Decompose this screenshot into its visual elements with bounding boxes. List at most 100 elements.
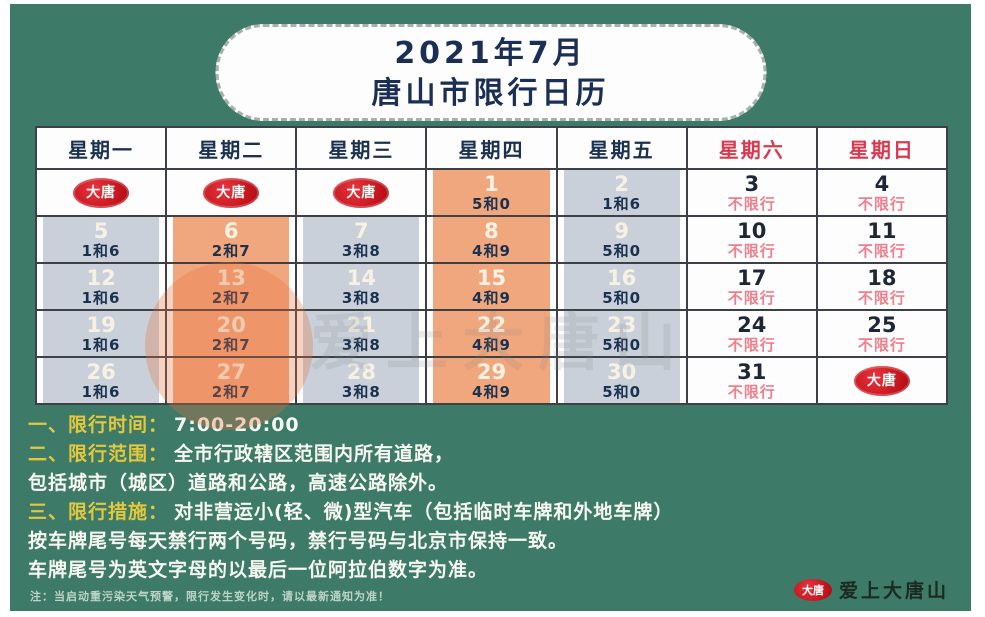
date-cell: 16 5和0 (563, 264, 680, 309)
date-cell: 18 不限行 (818, 264, 946, 309)
date-number: 1 (484, 171, 499, 196)
no-restriction-label: 不限行 (857, 335, 906, 354)
date-cell: 6 2和7 (173, 217, 290, 262)
date-number: 28 (346, 359, 376, 384)
restricted-digits: 3和8 (341, 288, 381, 307)
calendar-cell: 30 5和0 (555, 356, 688, 405)
date-cell: 30 5和0 (563, 358, 680, 403)
calendar-week-row: 5 1和6 6 2和7 7 3和8 8 4和9 9 5和0 10 不限行 11 不限行 (34, 215, 949, 264)
datang-logo-icon: 大唐 (203, 177, 260, 208)
date-cell: 26 1和6 (43, 358, 160, 403)
rule-line: 二、限行范围： 全市行政辖区范围内所有道路， (28, 440, 948, 469)
calendar-cell: 16 5和0 (555, 262, 688, 311)
restricted-digits: 4和9 (472, 382, 511, 401)
calendar-cell: 24 不限行 (685, 309, 818, 358)
date-cell: 1 5和0 (433, 170, 550, 215)
datang-logo-icon: 大唐 (333, 177, 390, 208)
datang-logo-icon: 大唐 (73, 177, 130, 208)
calendar-table: 星期一 星期二 星期三 星期四 星期五 星期六 星期日 大唐 大唐 大唐 1 5和0 2 1和6 3 不限行… (34, 126, 949, 405)
date-number: 16 (607, 265, 637, 290)
date-number: 2 (614, 171, 629, 196)
restricted-digits: 1和6 (81, 241, 121, 260)
calendar-body: 大唐 大唐 大唐 1 5和0 2 1和6 3 不限行 4 不限行 5 1和6 6 2和7 7 3和8 8 4和9 9 5… (34, 168, 949, 405)
restricted-digits: 4和9 (472, 288, 511, 307)
logo-cell: 大唐 (297, 170, 425, 215)
date-cell: 15 4和9 (433, 264, 550, 309)
date-number: 13 (216, 265, 246, 290)
disclaimer-note: 注：当启动重污染天气预警，限行发生变化时，请以最新通知为准！ (30, 590, 390, 603)
date-cell: 19 1和6 (43, 311, 160, 356)
calendar-cell: 大唐 (815, 356, 949, 405)
date-cell: 3 不限行 (688, 170, 816, 215)
date-number: 21 (346, 312, 376, 337)
date-number: 29 (476, 359, 507, 384)
rule-line: 一、限行时间： 7:00-20:00 (28, 411, 948, 440)
calendar-week-row: 大唐 大唐 大唐 1 5和0 2 1和6 3 不限行 4 不限行 (34, 168, 949, 217)
brand-text: 爱上大唐山 (838, 580, 949, 602)
datang-logo-icon: 大唐 (853, 365, 910, 396)
rule-label: 二、限行范围： (28, 443, 169, 465)
calendar-cell: 7 3和8 (295, 215, 428, 264)
calendar-cell: 大唐 (34, 168, 168, 217)
date-number: 14 (346, 265, 376, 290)
restricted-digits: 5和0 (602, 382, 642, 401)
date-cell: 12 1和6 (43, 264, 160, 309)
date-number: 12 (86, 265, 116, 290)
rule-line: 车牌尾号为英文字母的以最后一位阿拉伯数字为准。 (28, 556, 948, 585)
calendar-cell: 22 4和9 (425, 309, 558, 358)
calendar-cell: 12 1和6 (34, 262, 168, 311)
date-number: 26 (86, 359, 116, 384)
no-restriction-label: 不限行 (857, 288, 906, 307)
date-number: 31 (737, 359, 767, 384)
calendar-cell: 大唐 (295, 168, 428, 217)
rules-section: 一、限行时间： 7:00-20:00 二、限行范围： 全市行政辖区范围内所有道路， 包括… (28, 411, 948, 585)
restricted-digits: 4和9 (472, 335, 511, 354)
date-cell: 13 2和7 (173, 264, 290, 309)
restricted-digits: 1和6 (602, 194, 642, 213)
restricted-digits: 2和7 (211, 288, 251, 307)
date-number: 8 (484, 218, 499, 243)
date-cell: 25 不限行 (818, 311, 946, 356)
title-month: 2021年7月 (394, 36, 587, 71)
date-number: 5 (93, 218, 109, 243)
brand-mark: 大唐 爱上大唐山 (793, 576, 949, 603)
date-number: 24 (737, 312, 767, 337)
date-number: 19 (86, 312, 116, 337)
rule-text: 7:00-20:00 (174, 414, 300, 436)
calendar-cell: 8 4和9 (425, 215, 558, 264)
date-cell: 9 5和0 (563, 217, 680, 262)
date-cell: 31 不限行 (688, 358, 816, 403)
restricted-digits: 2和7 (211, 241, 251, 260)
date-number: 25 (867, 312, 897, 337)
restricted-digits: 1和6 (81, 335, 121, 354)
calendar-cell: 2 1和6 (555, 168, 688, 217)
date-number: 30 (607, 359, 637, 384)
date-number: 20 (216, 312, 246, 337)
date-cell: 20 2和7 (173, 311, 290, 356)
weekday-header: 星期日 (815, 126, 949, 170)
date-number: 4 (874, 171, 890, 196)
date-cell: 14 3和8 (303, 264, 420, 309)
calendar-cell: 13 2和7 (165, 262, 298, 311)
restricted-digits: 2和7 (211, 335, 251, 354)
calendar-cell: 23 5和0 (555, 309, 688, 358)
no-restriction-label: 不限行 (727, 382, 776, 401)
calendar-cell: 25 不限行 (815, 309, 949, 358)
rule-text: 全市行政辖区范围内所有道路， (174, 443, 455, 465)
date-cell: 29 4和9 (433, 358, 550, 403)
rule-text: 对非营运小(轻、微)型汽车（包括临时车牌和外地车牌） (174, 501, 674, 523)
restricted-digits: 5和0 (472, 194, 511, 213)
date-cell: 27 2和7 (173, 358, 290, 403)
calendar-cell: 31 不限行 (685, 356, 818, 405)
restriction-calendar: 星期一 星期二 星期三 星期四 星期五 星期六 星期日 大唐 大唐 大唐 1 5和0 2 1和6 3 不限行… (34, 126, 949, 405)
no-restriction-label: 不限行 (727, 335, 776, 354)
calendar-cell: 17 不限行 (685, 262, 818, 311)
logo-cell: 大唐 (818, 358, 946, 403)
calendar-cell: 19 1和6 (34, 309, 168, 358)
date-cell: 22 4和9 (433, 311, 550, 356)
calendar-week-row: 26 1和6 27 2和7 28 3和8 29 4和9 30 5和0 31 不限行 大唐 (34, 356, 949, 405)
date-number: 22 (476, 312, 507, 337)
date-number: 6 (223, 218, 239, 243)
calendar-cell: 9 5和0 (555, 215, 688, 264)
restricted-digits: 5和0 (602, 288, 642, 307)
